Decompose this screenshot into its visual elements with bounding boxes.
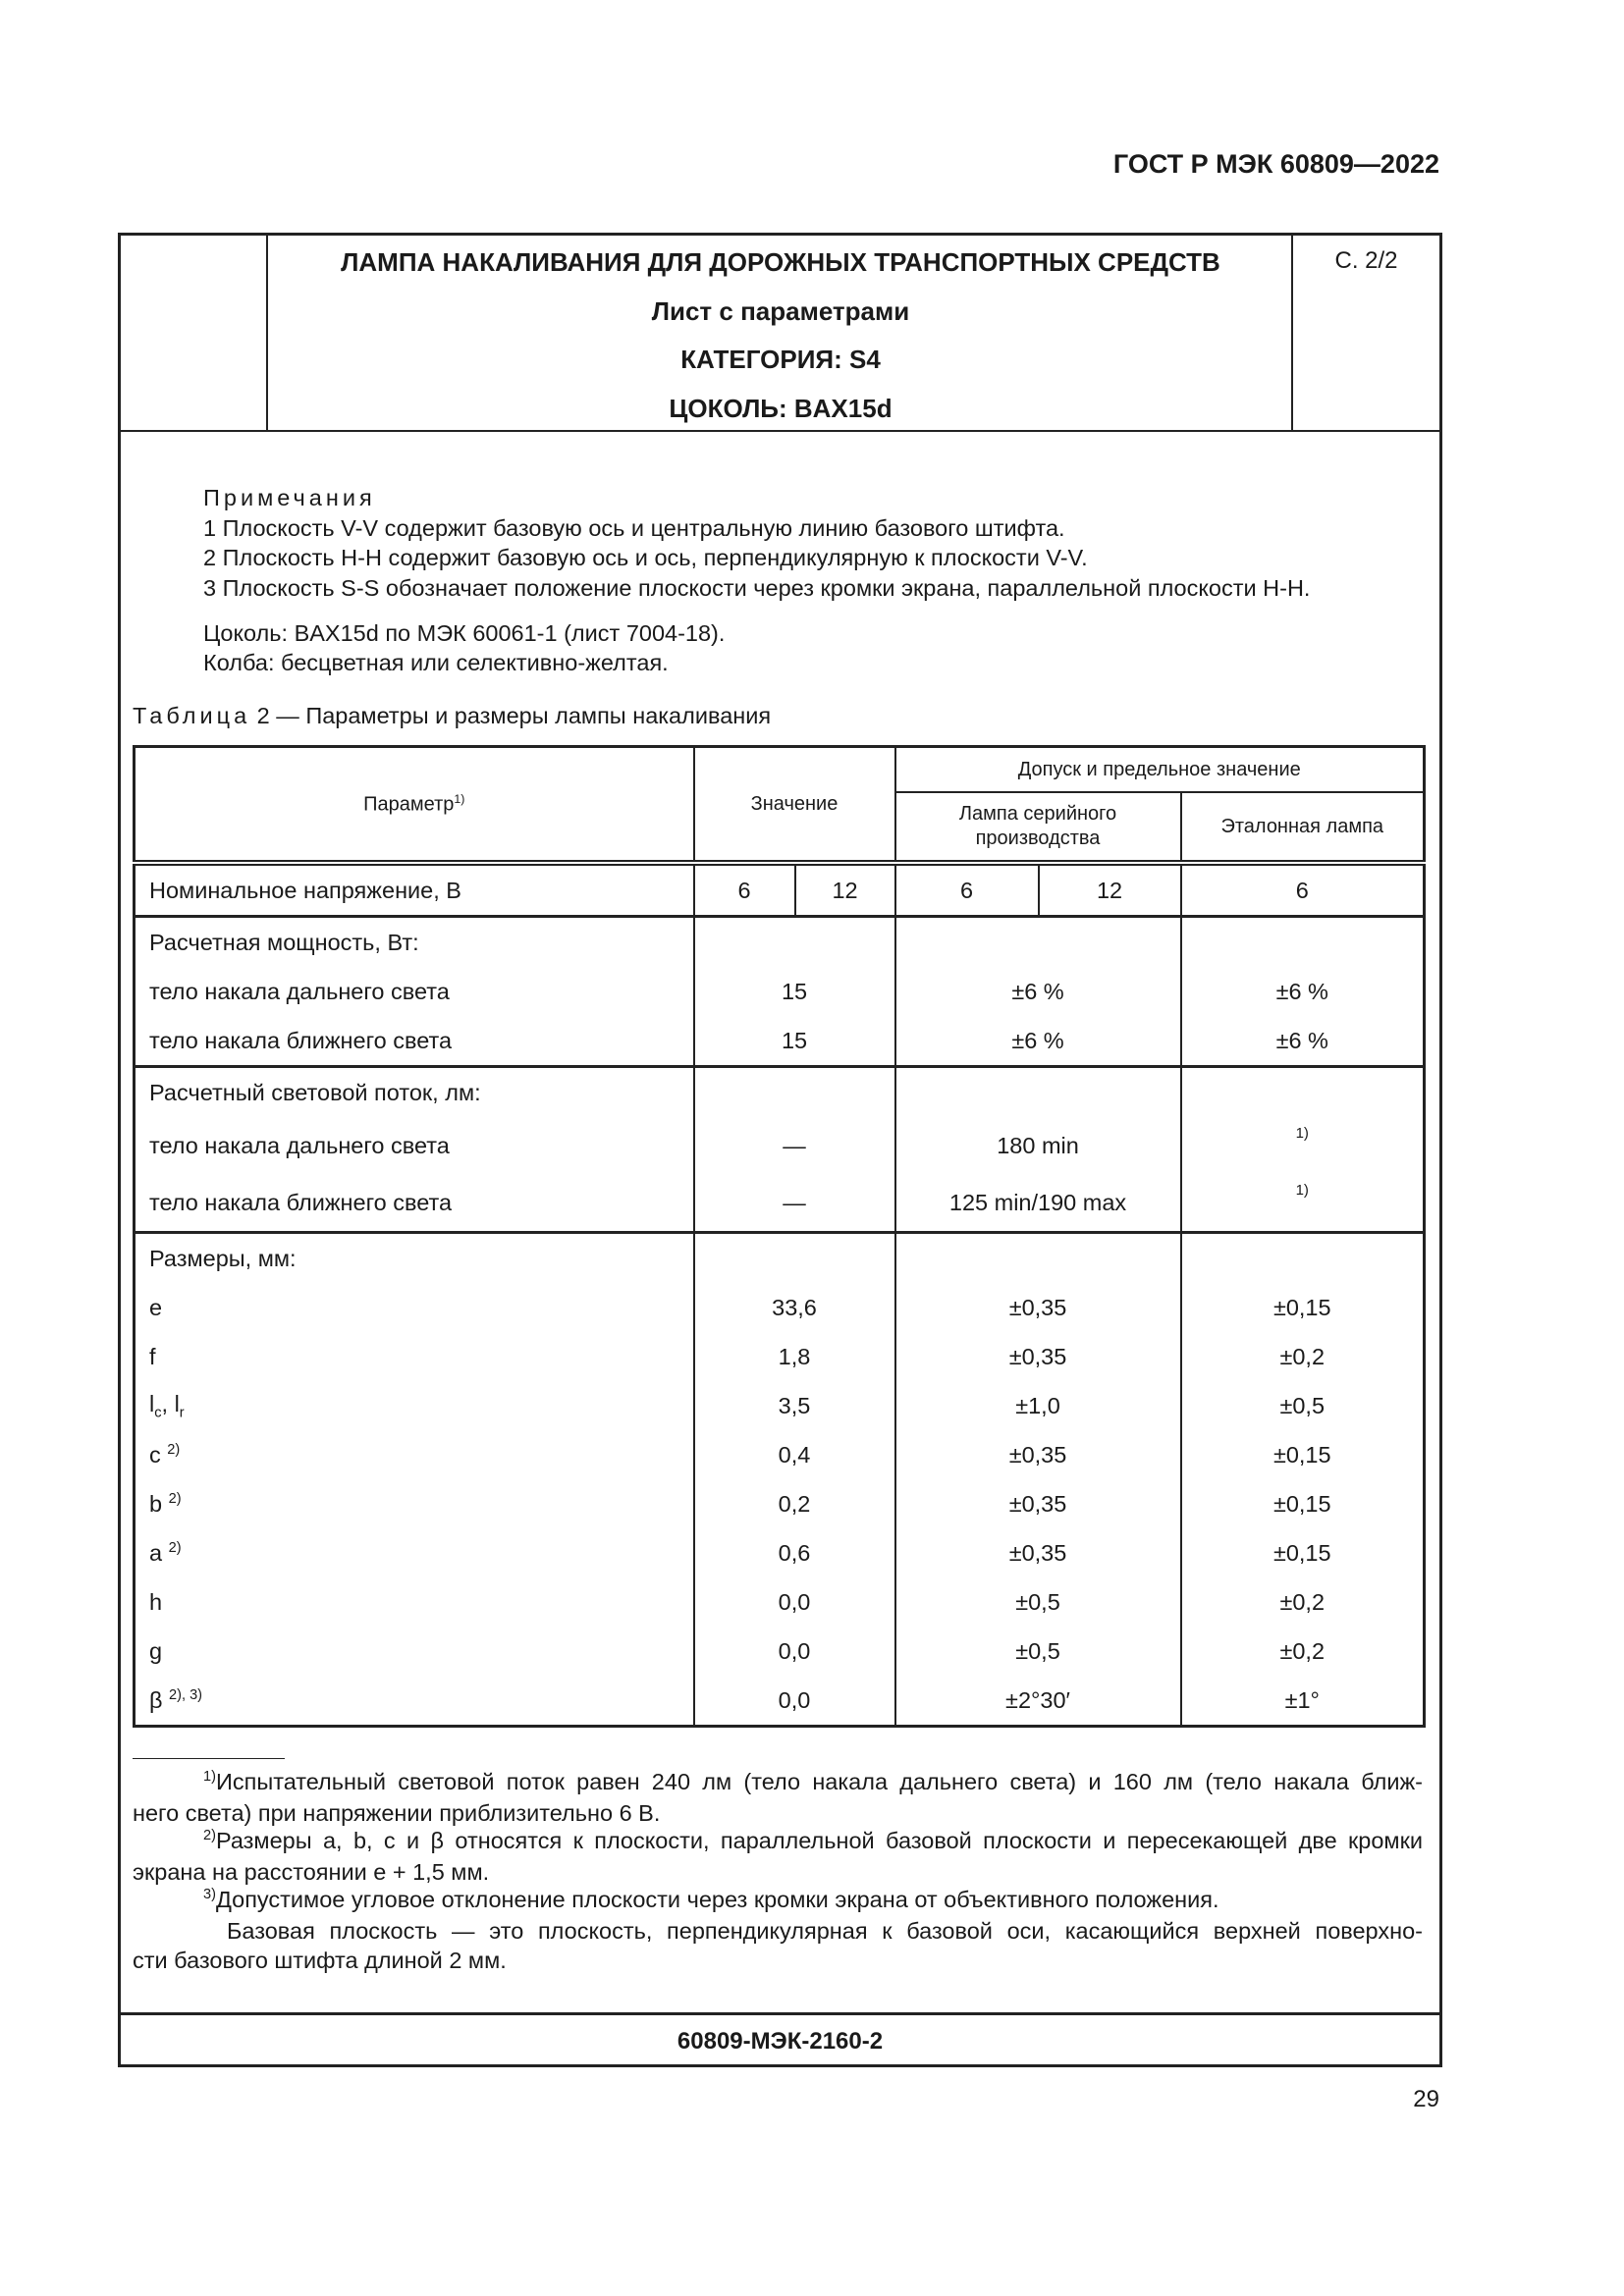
dimension-value: 0,2 — [692, 1479, 896, 1528]
notes-heading: Примечания — [203, 485, 376, 510]
header-parameter: Параметр1) — [133, 746, 695, 866]
reference-tolerance: ±0,15 — [1179, 1479, 1426, 1528]
dimension-label: β 2), 3) — [133, 1676, 695, 1727]
dimension-value: 0,0 — [692, 1676, 896, 1727]
reference-tolerance: ±0,5 — [1179, 1381, 1426, 1430]
footnote-separator — [133, 1758, 285, 1759]
divider — [121, 2012, 1439, 2015]
reference-tolerance: ±1° — [1179, 1676, 1426, 1727]
serial-tolerance: ±0,5 — [893, 1577, 1182, 1627]
table-row: f 1,8 ±0,35 ±0,2 — [133, 1332, 1426, 1381]
note-item: 2 Плоскость H-H содержит базовую ось и о… — [203, 545, 1088, 570]
table-row: Размеры, мм: — [133, 1231, 1426, 1283]
base-plane-note: Базовая плоскость — это плоскость, перпе… — [227, 1918, 1423, 1944]
reference-tolerance: ±0,2 — [1179, 1627, 1426, 1676]
dimension-label: h — [133, 1577, 695, 1627]
divider — [1291, 236, 1293, 430]
dimension-label: f — [133, 1332, 695, 1381]
footnote-2-cont: экрана на расстоянии e + 1,5 мм. — [133, 1859, 490, 1885]
footer-code: 60809-МЭК-2160-2 — [677, 2028, 884, 2055]
dimension-value: 0,0 — [692, 1577, 896, 1627]
table-row: Расчетный световой поток, лм: — [133, 1065, 1426, 1117]
dimension-label: b 2) — [133, 1479, 695, 1528]
table-row: Номинальное напряжение, В 6 12 6 12 6 — [133, 863, 1426, 917]
bulb-note: Колба: бесцветная или селективно-желтая. — [203, 650, 669, 675]
dimension-value: 1,8 — [692, 1332, 896, 1381]
dimension-value: 33,6 — [692, 1283, 896, 1332]
sheet-number: С. 2/2 — [1334, 247, 1398, 274]
table-row: g 0,0 ±0,5 ±0,2 — [133, 1627, 1426, 1676]
cap-type: ЦОКОЛЬ: BAX15d — [669, 394, 893, 423]
reference-tolerance: ±0,15 — [1179, 1283, 1426, 1332]
footnote-1-cont: него света) при напряжении приблизительн… — [133, 1800, 661, 1826]
table-row: тело накала дальнего света —180 min 1) — [133, 1117, 1426, 1174]
table-row: тело накала ближнего света 15 ±6 % ±6 % — [133, 1016, 1426, 1067]
serial-tolerance: ±0,35 — [893, 1430, 1182, 1479]
sheet-frame: ЛАМПА НАКАЛИВАНИЯ ДЛЯ ДОРОЖНЫХ ТРАНСПОРТ… — [118, 233, 1442, 2067]
reference-tolerance: ±0,2 — [1179, 1577, 1426, 1627]
dimension-label: e — [133, 1283, 695, 1332]
table-row: b 2) 0,2 ±0,35 ±0,15 — [133, 1479, 1426, 1528]
table-row: c 2) 0,4 ±0,35 ±0,15 — [133, 1430, 1426, 1479]
footnote-2: 2)Размеры a, b, c и β относятся к плоско… — [203, 1828, 1423, 1853]
note-item: 3 Плоскость S-S обозначает положение пло… — [203, 575, 1311, 601]
category: КАТЕГОРИЯ: S4 — [680, 345, 881, 374]
serial-tolerance: ±0,35 — [893, 1528, 1182, 1577]
header-value: Значение — [692, 746, 896, 866]
table-row: e 33,6 ±0,35 ±0,15 — [133, 1283, 1426, 1332]
footnote-3: 3)Допустимое угловое отклонение плоскост… — [203, 1887, 1219, 1912]
serial-tolerance: ±0,5 — [893, 1627, 1182, 1676]
cap-note: Цоколь: BAX15d по МЭК 60061-1 (лист 7004… — [203, 620, 726, 646]
dimension-label: a 2) — [133, 1528, 695, 1577]
table-row: h 0,0 ±0,5 ±0,2 — [133, 1577, 1426, 1627]
base-plane-note-cont: сти базового штифта длиной 2 мм. — [133, 1948, 507, 1973]
dimension-value: 0,0 — [692, 1627, 896, 1676]
sheet-subtitle: Лист с параметрами — [651, 296, 910, 326]
table-row: β 2), 3) 0,0 ±2°30′ ±1° — [133, 1676, 1426, 1727]
dimension-value: 3,5 — [692, 1381, 896, 1430]
serial-tolerance: ±0,35 — [893, 1479, 1182, 1528]
table-row: Расчетная мощность, Вт: — [133, 915, 1426, 967]
reference-tolerance: ±0,15 — [1179, 1430, 1426, 1479]
reference-tolerance: ±0,15 — [1179, 1528, 1426, 1577]
divider — [266, 236, 268, 430]
dimension-label: c 2) — [133, 1430, 695, 1479]
document-code: ГОСТ Р МЭК 60809—2022 — [1112, 149, 1439, 179]
header-reference: Эталонная лампа — [1179, 791, 1426, 866]
dimension-label: g — [133, 1627, 695, 1676]
page-number: 29 — [1413, 2086, 1439, 2112]
serial-tolerance: ±0,35 — [893, 1332, 1182, 1381]
reference-tolerance: ±0,2 — [1179, 1332, 1426, 1381]
sheet-title: ЛАМПА НАКАЛИВАНИЯ ДЛЯ ДОРОЖНЫХ ТРАНСПОРТ… — [341, 247, 1220, 277]
serial-tolerance: ±2°30′ — [893, 1676, 1182, 1727]
table-row: lc, lr 3,5 ±1,0 ±0,5 — [133, 1381, 1426, 1430]
header-serial: Лампа серийного производства — [893, 791, 1182, 866]
table-caption: Таблица 2 — Параметры и размеры лампы на… — [133, 703, 772, 728]
serial-tolerance: ±1,0 — [893, 1381, 1182, 1430]
note-item: 1 Плоскость V-V содержит базовую ось и ц… — [203, 515, 1065, 541]
dimension-value: 0,6 — [692, 1528, 896, 1577]
table-row: тело накала ближнего света —125 min/190 m… — [133, 1174, 1426, 1233]
parameters-table: Параметр1) Значение Допуск и предельное … — [133, 745, 1427, 1728]
table-row: a 2) 0,6 ±0,35 ±0,15 — [133, 1528, 1426, 1577]
serial-tolerance: ±0,35 — [893, 1283, 1182, 1332]
dimension-label: lc, lr — [133, 1381, 695, 1430]
table-row: тело накала дальнего света 15 ±6 % ±6 % — [133, 967, 1426, 1016]
divider — [121, 430, 1439, 432]
dimension-value: 0,4 — [692, 1430, 896, 1479]
footnote-1: 1)Испытательный световой поток равен 240… — [203, 1769, 1423, 1794]
header-tolerance: Допуск и предельное значение — [893, 746, 1426, 792]
